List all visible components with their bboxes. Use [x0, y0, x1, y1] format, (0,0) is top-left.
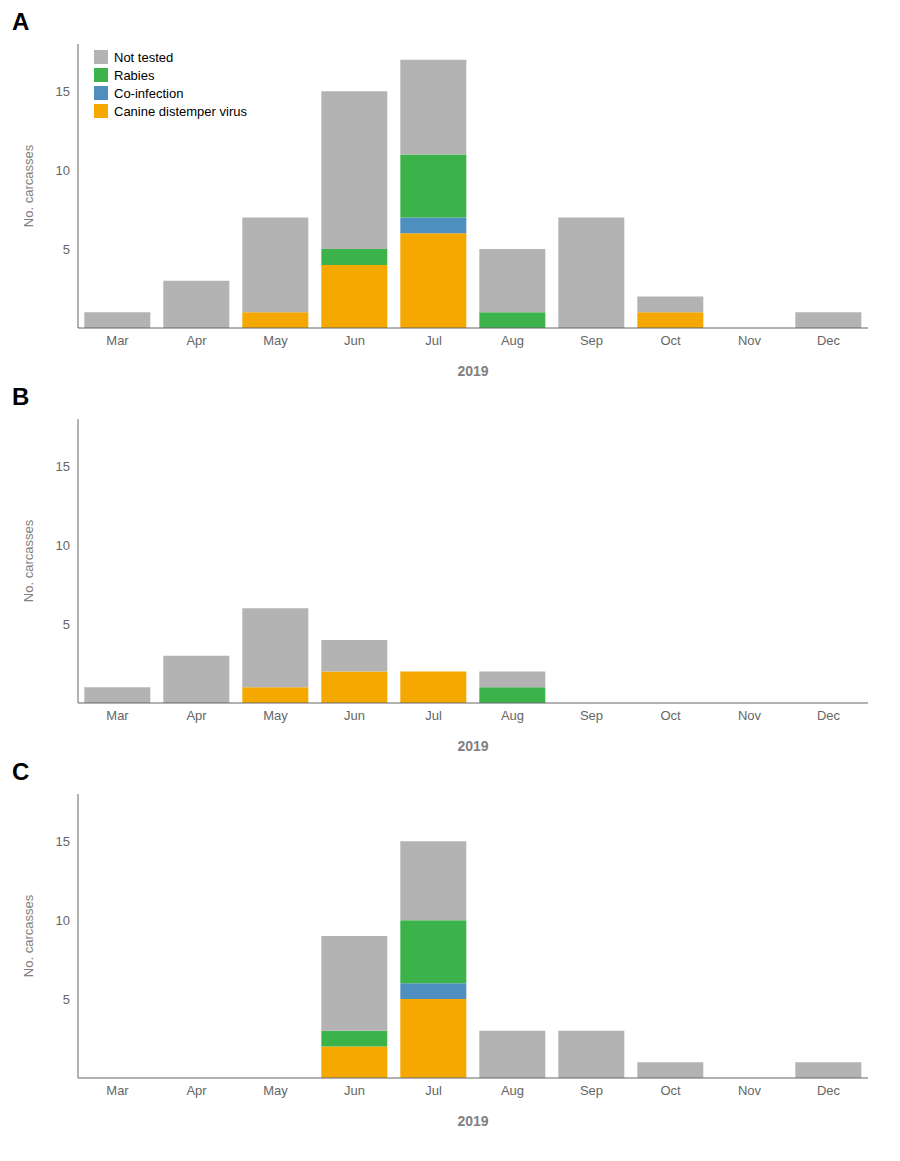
svg-text:Jul: Jul	[425, 1083, 442, 1098]
svg-text:15: 15	[56, 834, 70, 849]
svg-text:Jun: Jun	[344, 333, 365, 348]
svg-text:5: 5	[63, 617, 70, 632]
svg-text:Dec: Dec	[817, 708, 841, 723]
svg-text:Mar: Mar	[106, 708, 129, 723]
svg-text:Sep: Sep	[580, 708, 603, 723]
svg-text:2019: 2019	[457, 738, 488, 754]
html-text:C: C	[12, 758, 30, 785]
svg-text:No. carcasses: No. carcasses	[21, 519, 36, 602]
svg-text:Aug: Aug	[501, 1083, 524, 1098]
html-text:A: A	[12, 8, 30, 35]
svg-text:10: 10	[56, 538, 70, 553]
svg-text:Nov: Nov	[738, 1083, 762, 1098]
svg-text:May: May	[263, 708, 288, 723]
html-text:Canine distemper virus: Canine distemper virus	[114, 103, 247, 119]
svg-text:Aug: Aug	[501, 333, 524, 348]
svg-text:Mar: Mar	[106, 333, 129, 348]
svg-text:Dec: Dec	[817, 1083, 841, 1098]
svg-text:Oct: Oct	[660, 333, 681, 348]
svg-text:Aug: Aug	[501, 708, 524, 723]
svg-text:Jul: Jul	[425, 333, 442, 348]
html-text:Rabies: Rabies	[114, 67, 155, 83]
svg-text:15: 15	[56, 459, 70, 474]
svg-text:No. carcasses: No. carcasses	[21, 894, 36, 977]
svg-text:Sep: Sep	[580, 1083, 603, 1098]
svg-text:10: 10	[56, 913, 70, 928]
svg-text:No. carcasses: No. carcasses	[21, 144, 36, 227]
svg-text:Nov: Nov	[738, 333, 762, 348]
svg-text:2019: 2019	[457, 363, 488, 379]
svg-text:May: May	[263, 1083, 288, 1098]
svg-text:Jul: Jul	[425, 708, 442, 723]
svg-text:Apr: Apr	[186, 708, 207, 723]
svg-text:Sep: Sep	[580, 333, 603, 348]
html-text:B: B	[12, 383, 30, 410]
svg-text:10: 10	[56, 163, 70, 178]
svg-text:Jun: Jun	[344, 1083, 365, 1098]
svg-text:Dec: Dec	[817, 333, 841, 348]
html-text:Co-infection: Co-infection	[114, 85, 184, 101]
svg-text:5: 5	[63, 992, 70, 1007]
svg-text:May: May	[263, 333, 288, 348]
svg-text:Apr: Apr	[186, 333, 207, 348]
svg-text:Nov: Nov	[738, 708, 762, 723]
svg-text:Oct: Oct	[660, 1083, 681, 1098]
svg-text:Oct: Oct	[660, 708, 681, 723]
svg-text:2019: 2019	[457, 1113, 488, 1129]
svg-text:15: 15	[56, 84, 70, 99]
svg-text:Mar: Mar	[106, 1083, 129, 1098]
html-text:Not tested: Not tested	[114, 49, 174, 65]
svg-text:5: 5	[63, 242, 70, 257]
svg-text:Apr: Apr	[186, 1083, 207, 1098]
svg-text:Jun: Jun	[344, 708, 365, 723]
